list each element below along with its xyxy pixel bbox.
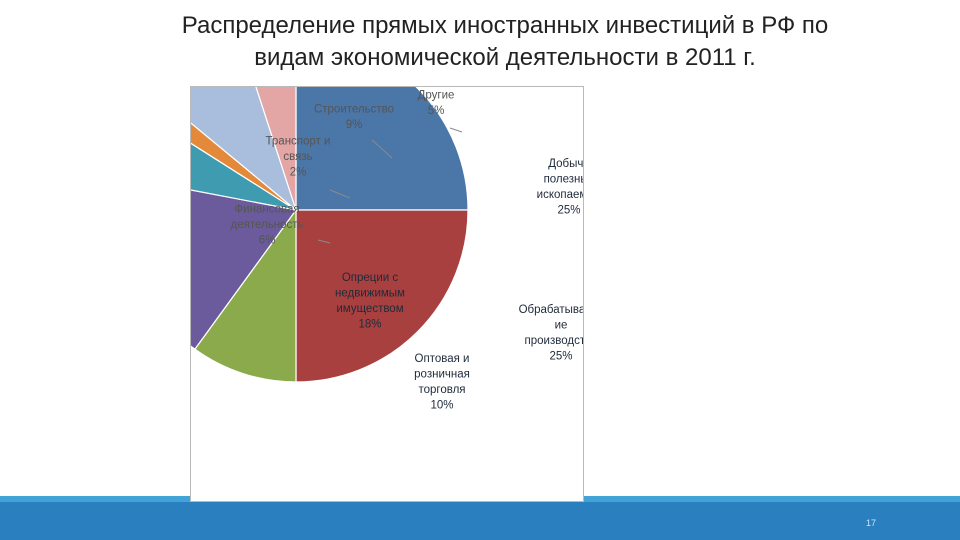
pie-slice-label-line: связь xyxy=(283,151,312,163)
pie-slice-label-line: 5% xyxy=(428,105,445,117)
pie-leader-lines xyxy=(317,127,463,244)
pie-slice-label-2: Обрабатывающ ие производства 25% xyxy=(519,304,583,363)
pie-slice-label-line: полезных xyxy=(544,173,583,185)
pie-slice-label-line: 25% xyxy=(557,204,580,216)
pie-slice-7 xyxy=(191,87,298,212)
pie-slice-label-line: деятельность xyxy=(231,219,304,231)
pie-slice-label-line: Транспорт и xyxy=(266,136,331,148)
pie-slices xyxy=(191,87,469,383)
pie-leader-line-7 xyxy=(371,139,393,159)
pie-slice-label-line: 10% xyxy=(430,399,453,411)
pie-slice-label-line: 25% xyxy=(549,350,572,362)
pie-slice-label-6: Транспорт и связь 2% xyxy=(266,136,331,179)
pie-slice-label-line: 2% xyxy=(290,167,307,179)
pie-slice-label-line: производства xyxy=(525,335,583,347)
pie-slice-3 xyxy=(194,208,297,383)
pie-slice-label-line: недвижимым xyxy=(335,287,405,299)
pie-chart: Добыча полезных ископаемых 25% Обрабатывающ и… xyxy=(191,87,583,411)
slide-title-line-1: Распределение прямых иностранных инвести… xyxy=(181,12,829,39)
pie-slice-label-line: торговля xyxy=(418,384,465,396)
pie-slice-4 xyxy=(191,189,298,350)
pie-slice-label-line: Финансовая xyxy=(234,204,299,216)
pie-labels: Добыча полезных ископаемых 25% Обрабатывающ и… xyxy=(231,89,583,411)
footer-band: 17 xyxy=(0,502,960,540)
pie-slice-label-line: Добыча xyxy=(548,158,583,170)
pie-slice-label-line: Другие xyxy=(418,89,455,101)
pie-slice-label-line: Обрабатывающ xyxy=(519,304,583,316)
pie-leader-line-5 xyxy=(317,239,331,244)
pie-slice-label-line: 6% xyxy=(259,235,276,247)
pie-slice-label-line: Оптовая и xyxy=(415,353,470,365)
pie-chart-frame: Добыча полезных ископаемых 25% Обрабатывающ и… xyxy=(190,86,584,502)
pie-slice-2 xyxy=(295,209,469,383)
pie-slice-8 xyxy=(255,87,297,211)
pie-slice-label-7: Строительство 9% xyxy=(314,103,394,131)
pie-slice-label-line: ископаемых xyxy=(537,189,583,201)
pie-leader-line-6 xyxy=(329,189,351,199)
pie-slice-label-line: розничная xyxy=(414,368,470,380)
pie-leader-line-8 xyxy=(449,127,463,133)
page-number: 17 xyxy=(865,518,876,528)
pie-slice-label-4: Опреции с недвижимым имуществом 18% xyxy=(335,272,405,331)
pie-slice-label-line: Опреции с xyxy=(342,272,399,284)
pie-slice-label-line: имуществом xyxy=(336,303,403,315)
pie-slice-label-3: Оптовая и розничная торговля 10% xyxy=(414,353,470,412)
pie-slice-label-line: ие xyxy=(555,319,568,331)
slide-title-line-2: видам экономической деятельности в 2011 … xyxy=(254,44,756,71)
pie-slice-label-line: Строительство xyxy=(314,103,394,115)
pie-slice-label-8: Другие 5% xyxy=(418,89,455,117)
slide-title: Распределение прямых иностранных инвести… xyxy=(100,10,910,74)
pie-slice-label-line: 9% xyxy=(346,119,363,131)
pie-slice-label-line: 18% xyxy=(358,318,381,330)
pie-slice-label-1: Добыча полезных ископаемых 25% xyxy=(537,158,583,217)
pie-slice-label-5: Финансовая деятельность 6% xyxy=(231,204,304,247)
